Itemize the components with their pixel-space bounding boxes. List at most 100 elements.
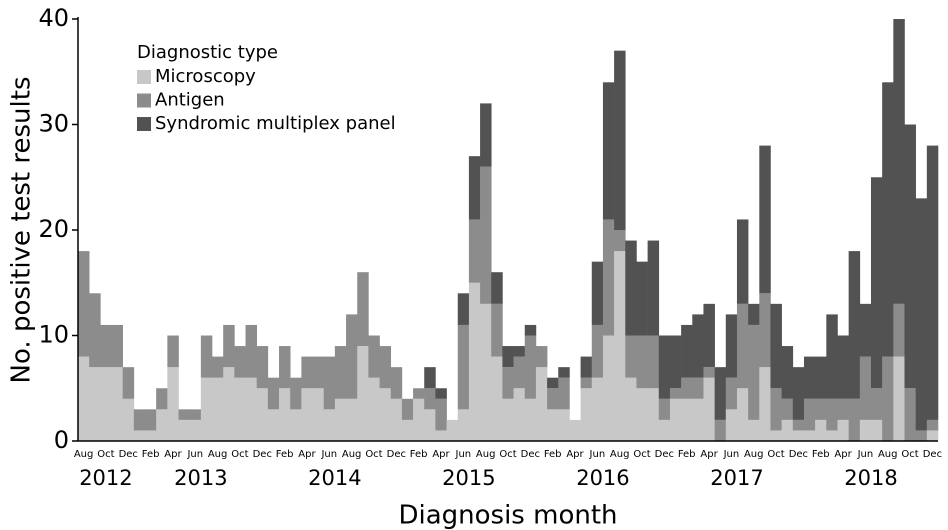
bar-segment (837, 419, 849, 441)
bar-segment (189, 409, 202, 420)
x-tick-label: Apr (164, 449, 182, 460)
bar-segment (647, 388, 660, 441)
bar-segment (870, 388, 883, 420)
y-tick-label: 20 (38, 215, 69, 243)
bar-segment (301, 388, 313, 441)
x-tick-label: Oct (767, 449, 784, 460)
bar-segment (826, 430, 838, 441)
bar-segment (580, 377, 593, 389)
bar-segment (89, 367, 101, 441)
bar-segment (569, 419, 581, 441)
bar-segment (435, 388, 447, 399)
bar-segment (156, 388, 168, 410)
bar-segment (457, 409, 470, 441)
bar-segment (714, 419, 727, 441)
year-label: 2016 (576, 466, 629, 490)
bar-segment (893, 303, 905, 357)
bar-segment (502, 367, 514, 399)
bar-segment (781, 419, 794, 441)
bar-segment (346, 314, 358, 399)
bar-segment (647, 240, 660, 336)
bar-segment (703, 303, 715, 368)
bar-segment (770, 303, 782, 389)
bar-segment (145, 430, 157, 441)
y-axis-title: No. positive test results (7, 77, 37, 384)
x-tick-label: Dec (655, 449, 674, 460)
bar-segment (234, 377, 246, 441)
bar-segment (401, 398, 414, 420)
x-tick-label: Apr (566, 449, 584, 460)
bar-segment (312, 388, 325, 441)
bar-segment (636, 335, 648, 389)
bar-segment (524, 324, 537, 336)
x-tick-label: Dec (923, 449, 942, 460)
bar-segment (870, 419, 883, 441)
bar-segment (513, 356, 526, 389)
x-tick-label: Oct (499, 449, 516, 460)
bar-segment (122, 398, 135, 441)
bar-segment (591, 261, 604, 325)
bar-segment (390, 398, 403, 441)
bar-segment (223, 367, 235, 441)
bar-segment (826, 314, 838, 399)
bar-segment (669, 398, 682, 441)
bar-segment (290, 409, 302, 441)
bar-segment (223, 324, 235, 368)
x-tick-label: Feb (678, 449, 696, 460)
bar-segment (681, 398, 693, 441)
bar-segment (803, 356, 816, 399)
bar-segment (279, 346, 291, 389)
bar-segment (614, 251, 626, 441)
year-label: 2013 (174, 466, 227, 490)
x-tick-label: Jun (455, 449, 472, 460)
bar-segment (535, 346, 548, 368)
bar-segment (558, 377, 570, 410)
bar-segment (669, 388, 682, 399)
bar-segment (859, 303, 872, 357)
bar-segment (926, 419, 939, 431)
bar-segment (513, 388, 526, 441)
bar-segment (413, 398, 425, 441)
x-tick-label: Jun (589, 449, 606, 460)
x-tick-label: Dec (789, 449, 808, 460)
legend-swatch (137, 70, 151, 84)
bar-segment (815, 356, 827, 399)
bar-segment (681, 377, 693, 399)
x-tick-label: Oct (97, 449, 114, 460)
bar-segment (212, 356, 224, 378)
bar-segment (602, 335, 615, 441)
bar-segment (212, 377, 224, 441)
bar-segment (725, 314, 738, 378)
bar-segment (401, 419, 414, 441)
bar-segment (424, 409, 436, 441)
bar-segment (480, 166, 492, 304)
bar-segment (547, 409, 559, 441)
legend-swatch (137, 117, 151, 131)
bar-segment (234, 346, 246, 378)
legend-label: Syndromic multiplex panel (155, 113, 396, 134)
bar-segment (625, 240, 637, 336)
bar-segment (826, 398, 838, 431)
bar-segment (111, 324, 123, 368)
x-tick-label: Feb (544, 449, 562, 460)
bar-segment (468, 282, 481, 441)
legend-label: Microscopy (155, 66, 256, 87)
bar-segment (558, 409, 570, 441)
bar-segment (312, 356, 325, 389)
bar-segment (491, 272, 503, 304)
bar-segment (558, 367, 570, 378)
bar-segment (334, 398, 347, 441)
bar-segment (256, 388, 269, 441)
bar-segment (759, 145, 771, 294)
bar-segment (591, 377, 604, 441)
bar-segment (323, 409, 336, 441)
bar-segment (379, 346, 392, 389)
bar-segment (815, 419, 827, 441)
bar-segment (100, 367, 112, 441)
bar-segment (480, 303, 492, 441)
bar-segment (390, 367, 403, 399)
bar-segment (133, 409, 146, 431)
bar-segment (736, 303, 749, 389)
x-tick-label: Jun (857, 449, 874, 460)
y-tick-label: 40 (38, 4, 69, 32)
